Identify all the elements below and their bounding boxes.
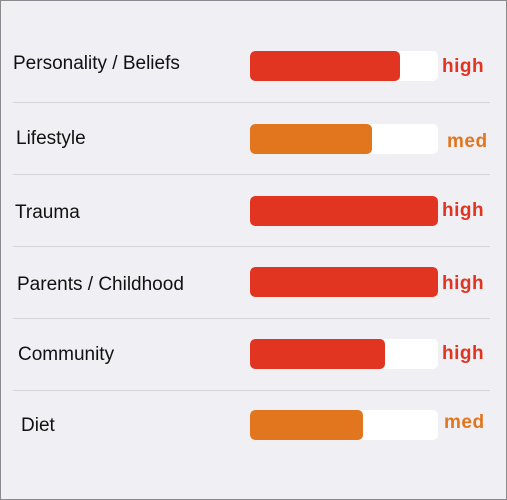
row-label-diet: Diet	[21, 415, 55, 436]
row-label-lifestyle: Lifestyle	[16, 128, 86, 149]
level-bar-trauma	[250, 196, 438, 226]
row-divider	[13, 390, 490, 391]
level-bar-fill	[250, 339, 386, 369]
row-label-personality-beliefs: Personality / Beliefs	[13, 53, 180, 74]
level-bar-personality-beliefs	[250, 51, 438, 81]
level-bar-fill	[250, 410, 363, 440]
level-text-community: high	[442, 343, 485, 364]
level-bar-fill	[250, 267, 438, 297]
level-text-trauma: high	[442, 200, 485, 221]
row-divider	[13, 102, 490, 103]
level-bar-diet	[250, 410, 438, 440]
level-bar-fill	[250, 51, 401, 81]
level-text-personality-beliefs: high	[442, 56, 485, 77]
level-bar-lifestyle	[250, 124, 438, 154]
level-bar-parents-childhood	[250, 267, 438, 297]
level-text-lifestyle: med	[447, 131, 488, 152]
level-bar-fill	[250, 196, 438, 226]
row-divider	[13, 174, 490, 175]
level-text-parents-childhood: high	[442, 273, 485, 294]
row-label-trauma: Trauma	[15, 202, 80, 223]
row-divider	[13, 246, 490, 247]
level-bar-community	[250, 339, 438, 369]
level-text-diet: med	[444, 412, 485, 433]
row-divider	[13, 318, 490, 319]
level-bar-fill	[250, 124, 373, 154]
row-label-parents-childhood: Parents / Childhood	[17, 274, 184, 295]
row-label-community: Community	[18, 344, 115, 365]
